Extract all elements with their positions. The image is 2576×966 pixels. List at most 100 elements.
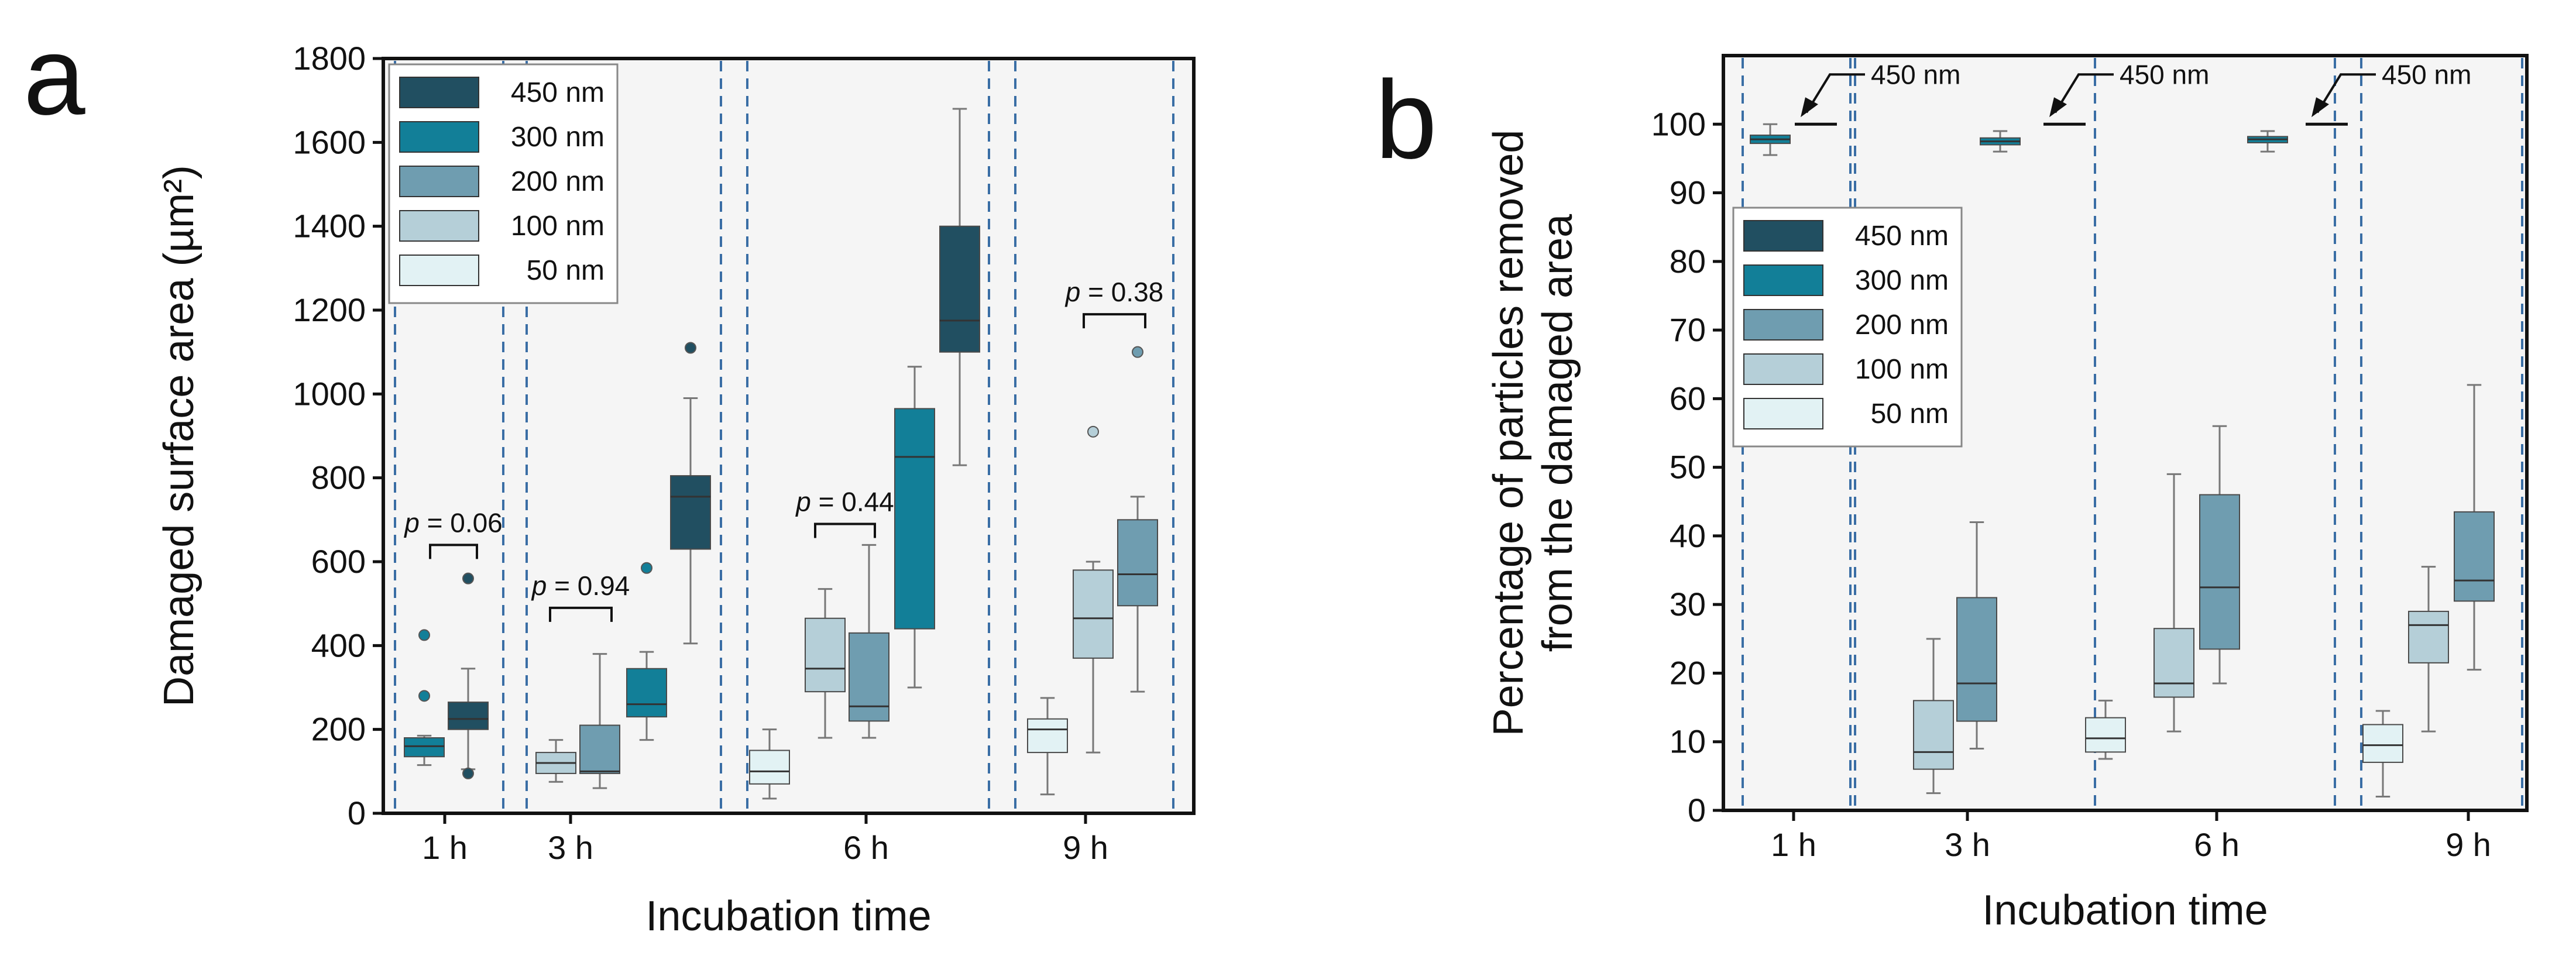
boxes-a [404,108,1158,800]
box-6h-50nm [2085,699,2126,760]
box-9h-200nm [2454,384,2495,671]
panel-a-label: a [23,14,85,138]
legend-a: 450 nm 300 nm 200 nm 100 nm 50 nm [388,63,619,304]
x-axis-label-a: Incubation time [645,893,931,940]
box-9h-50nm [2362,710,2403,798]
box-body [894,408,935,630]
x-tick-label-9h: 9 h [2446,826,2491,863]
y-tick-label-600: 600 [311,543,366,580]
box-6h-200nm [2199,425,2240,685]
y-axis-label-b-line2: from the damaged area [1534,214,1581,652]
y-axis-label-b-line1: Percentage of particles removed [1485,130,1532,737]
y-tick-label-90: 90 [1670,174,1706,211]
box-body [749,750,790,785]
legend-swatch-450nm [1743,220,1823,252]
legend-b: 450 nm 300 nm 200 nm 100 nm 50 nm [1732,207,1963,448]
box-6h-50nm [749,728,790,800]
box-9h-200nm [1117,346,1158,693]
x-axis-b: 1 h 3 h 6 h 9 h [1771,810,2491,863]
legend-swatch-200nm [1743,309,1823,341]
y-tick-label-20: 20 [1670,654,1706,691]
pvalue-bracket-3h [549,606,613,622]
outlier-point-0 [418,690,430,702]
plot-frame-a [382,57,1196,815]
box-3h-300nm [626,562,667,741]
pvalue-p: p [531,570,547,601]
pvalue-p: p [1064,277,1081,307]
x-tick-label-3h: 3 h [1945,826,1990,863]
legend-swatch-300nm [1743,264,1823,296]
box-body [805,617,846,693]
annotation-label-3h: 450 nm [2120,59,2209,90]
annotation-label-6h: 450 nm [2382,59,2471,90]
y-tick-label-100: 100 [1651,105,1706,142]
y-tick-label-70: 70 [1670,311,1706,348]
legend-label-100nm: 100 nm [1855,354,1949,385]
box-6h-300nm [894,366,935,689]
y-axis-a: 0 200 400 600 800 1000 1200 1400 1600 1800 [293,40,383,831]
box-9h-100nm [2408,566,2449,733]
box-body [1027,718,1068,754]
box-body [1956,597,1997,722]
y-tick-label-30: 30 [1670,586,1706,623]
box-body [2085,717,2126,753]
y-tick-label-400: 400 [311,627,366,664]
annotation-leader-6h [2316,73,2376,114]
y-tick-label-800: 800 [311,459,366,496]
box-3h-200nm [1956,521,1997,750]
y-tick-label-1400: 1400 [293,208,366,245]
box-6h-200nm [849,544,889,739]
legend-label-300nm: 300 nm [1855,265,1949,296]
pvalue-text: = 0.44 [811,487,894,517]
panel-b-label: b [1375,58,1437,182]
pvalue-p: p [403,507,420,538]
pvalue-label-6h: p = 0.44 [795,487,894,517]
y-tick-label-0: 0 [348,795,366,831]
legend-label-450nm: 450 nm [511,77,604,108]
box-body [2199,494,2240,650]
pvalue-bracket-9h [1083,313,1146,329]
y-tick-label-200: 200 [311,711,366,748]
pvalue-bracket-1h [429,544,478,559]
y-axis-b: 0 10 20 30 40 50 60 70 80 90 100 [1651,105,1723,829]
legend-label-100nm: 100 nm [511,211,604,242]
box-6h-300nm [2247,130,2288,153]
box-1h-300nm [1750,123,1791,156]
x-tick-label-1h: 1 h [422,829,468,866]
annotation-leader-3h [2054,73,2114,114]
y-tick-label-0: 0 [1688,792,1706,829]
legend-label-450nm: 450 nm [1855,221,1949,252]
box-body [2153,628,2194,698]
box-body [1073,569,1114,659]
y-tick-label-40: 40 [1670,517,1706,554]
y-tick-label-1200: 1200 [293,291,366,328]
y-tick-label-1000: 1000 [293,375,366,412]
box-3h-100nm [1913,638,1954,795]
legend-swatch-100nm [1743,353,1823,385]
chart-a: p = 0.06p = 0.94p = 0.44p = 0.38 0 200 400… [156,40,1196,940]
pvalue-annotations-a: p = 0.06p = 0.94p = 0.44p = 0.38 [403,277,1163,622]
pvalue-bracket-6h [814,522,876,538]
pvalue-p: p [795,487,811,517]
x-axis-a: 1 h 3 h 6 h 9 h [422,813,1108,866]
x-tick-label-6h: 6 h [2194,826,2240,863]
box-9h-100nm [1073,425,1114,754]
box-body [939,225,980,353]
box-6h-450nm [939,108,980,466]
box-body [2362,724,2403,763]
box-body [849,632,889,722]
outlier-point-0 [462,767,474,779]
box-body [670,475,711,550]
box-9h-50nm [1027,697,1068,796]
pvalue-label-1h: p = 0.06 [403,507,503,538]
pvalue-text: = 0.38 [1080,277,1163,307]
arrow-annotations-b: 450 nm 450 nm 450 nm [1795,59,2471,126]
box-6h-100nm [805,588,846,739]
y-tick-label-1800: 1800 [293,40,366,77]
legend-label-200nm: 200 nm [1855,310,1949,341]
box-body [404,737,445,758]
box-body [1117,519,1158,607]
legend-swatch-200nm [399,166,479,197]
x-tick-label-9h: 9 h [1063,829,1108,866]
